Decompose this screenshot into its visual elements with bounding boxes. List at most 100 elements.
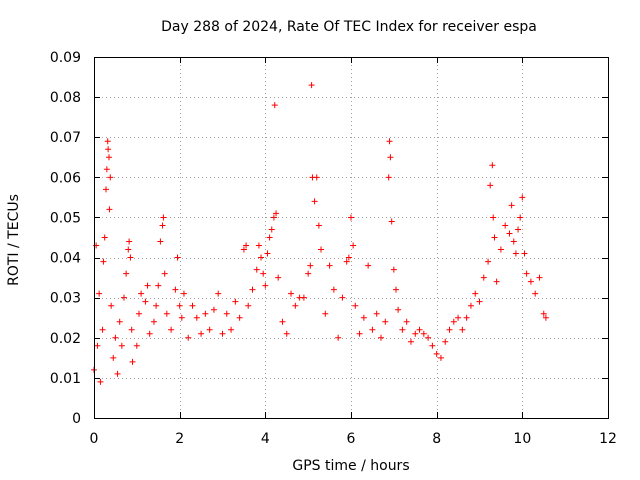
data-point: [382, 318, 389, 325]
data-point: [108, 302, 115, 309]
data-point: [395, 306, 402, 313]
x-tick-label: 0: [90, 431, 99, 447]
data-point: [245, 302, 252, 309]
data-point: [352, 302, 359, 309]
y-tick-label: 0.08: [50, 90, 81, 106]
data-point: [348, 214, 354, 221]
data-point: [135, 310, 142, 317]
data-point: [487, 182, 494, 189]
data-point: [112, 334, 119, 341]
data-point: [343, 258, 350, 265]
grid: [94, 57, 608, 418]
data-point: [476, 298, 483, 305]
data-point: [146, 330, 153, 337]
data-point: [467, 302, 474, 309]
data-point: [386, 138, 393, 145]
x-tick-label: 10: [513, 431, 531, 447]
data-point: [189, 302, 196, 309]
data-point: [138, 290, 145, 297]
data-point: [94, 342, 101, 349]
data-point: [510, 238, 517, 245]
data-point: [385, 174, 392, 181]
data-point: [392, 286, 399, 293]
data-point: [178, 314, 185, 321]
data-point: [161, 270, 168, 277]
data-point: [315, 222, 322, 229]
data-point: [311, 198, 318, 205]
data-point: [519, 194, 526, 201]
data-point: [123, 270, 130, 277]
data-point: [308, 82, 315, 89]
data-point: [515, 226, 522, 233]
data-point: [155, 282, 162, 289]
data-point: [210, 306, 217, 313]
data-point: [120, 294, 127, 301]
x-axis-ticks: 0 2 4 6 8 10 12: [90, 57, 617, 447]
data-point: [116, 318, 123, 325]
data-point: [275, 274, 282, 281]
data-point: [129, 358, 136, 365]
data-point: [420, 330, 427, 337]
data-point: [532, 290, 539, 297]
data-point: [105, 146, 112, 153]
data-point: [185, 334, 192, 341]
data-points: [91, 82, 549, 385]
data-point: [159, 222, 166, 229]
data-point: [489, 162, 496, 169]
data-point: [491, 234, 498, 241]
data-point: [403, 318, 410, 325]
data-point: [542, 314, 549, 321]
data-point: [517, 214, 524, 221]
data-point: [521, 250, 528, 257]
data-point: [268, 226, 275, 233]
data-point: [253, 266, 260, 273]
data-point: [369, 326, 376, 333]
data-point: [215, 290, 222, 297]
data-point: [365, 262, 372, 269]
data-point: [450, 318, 457, 325]
data-point: [153, 302, 160, 309]
data-point: [339, 294, 346, 301]
y-tick-label: 0.03: [50, 291, 81, 307]
data-point: [313, 174, 320, 181]
data-point: [437, 354, 444, 361]
data-point: [240, 246, 247, 253]
data-point: [105, 154, 112, 161]
data-point: [223, 310, 230, 317]
data-point: [540, 310, 547, 317]
data-point: [255, 242, 262, 249]
y-tick-label: 0.02: [50, 331, 81, 347]
data-point: [288, 290, 295, 297]
y-tick-label: 0.04: [50, 251, 81, 267]
data-point: [407, 338, 414, 345]
data-point: [523, 270, 530, 277]
data-point: [459, 326, 466, 333]
data-point: [350, 242, 357, 249]
data-point: [335, 334, 342, 341]
data-point: [390, 266, 397, 273]
data-point: [104, 138, 111, 145]
data-point: [463, 314, 470, 321]
data-point: [512, 250, 519, 257]
data-point: [305, 270, 312, 277]
data-point: [258, 254, 265, 261]
x-axis-label: GPS time / hours: [292, 458, 409, 474]
data-point: [283, 330, 290, 337]
data-point: [356, 330, 363, 337]
y-tick-label: 0.01: [50, 371, 81, 387]
y-tick-label: 0.06: [50, 170, 81, 186]
data-point: [330, 286, 337, 293]
data-point: [97, 378, 104, 385]
data-point: [273, 210, 280, 217]
data-point: [160, 214, 167, 221]
data-point: [219, 330, 226, 337]
data-point: [249, 286, 256, 293]
x-tick-label: 6: [347, 431, 356, 447]
data-point: [497, 246, 504, 253]
data-point: [493, 278, 500, 285]
data-point: [442, 338, 449, 345]
data-point: [174, 254, 181, 261]
data-point: [180, 290, 187, 297]
data-point: [206, 326, 213, 333]
data-point: [388, 218, 395, 225]
